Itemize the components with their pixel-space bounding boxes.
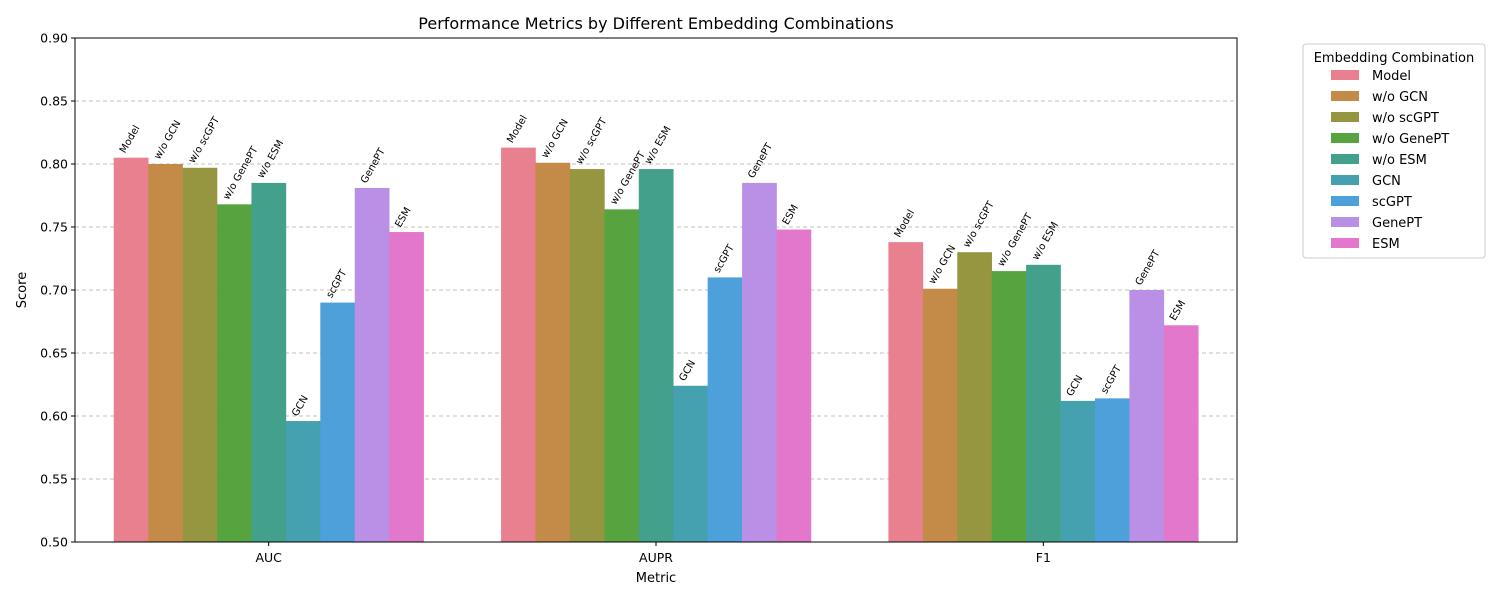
bar-aupr-model bbox=[501, 147, 536, 542]
legend: Embedding Combination Model w/o GCN w/o sc… bbox=[1302, 43, 1486, 259]
legend-label-w-o-gcn: w/o GCN bbox=[1372, 90, 1428, 105]
bars bbox=[113, 147, 1199, 543]
legend-label-gcn: GCN bbox=[1372, 174, 1401, 189]
legend-swatch-scgpt bbox=[1331, 196, 1359, 206]
bar-f1-w-o-genept bbox=[991, 271, 1027, 542]
bar-label: GCN bbox=[678, 359, 699, 384]
y-tick-label: 0.65 bbox=[40, 346, 68, 361]
bar-label: Model bbox=[505, 114, 530, 146]
bar-label: GenePT bbox=[746, 141, 775, 181]
x-tick-label-f1: F1 bbox=[1036, 550, 1051, 565]
legend-label-w-o-scgpt: w/o scGPT bbox=[1372, 111, 1439, 126]
legend-swatch-gcn bbox=[1331, 175, 1359, 185]
legend-items: Model w/o GCN w/o scGPT w/o GenePT w/o ESM GC… bbox=[1331, 69, 1449, 252]
x-tick-label-aupr: AUPR bbox=[639, 550, 673, 565]
legend-swatch-w-o-genept bbox=[1331, 133, 1359, 143]
y-tick-label: 0.70 bbox=[40, 283, 68, 298]
legend-swatch-genept bbox=[1331, 217, 1359, 227]
bar-aupr-w-o-gcn bbox=[535, 162, 571, 543]
bar-label: ESM bbox=[1168, 299, 1188, 323]
bar-label: GCN bbox=[290, 394, 311, 419]
bar-auc-scgpt bbox=[320, 302, 356, 542]
bar-aupr-scgpt bbox=[707, 277, 743, 542]
y-tick-label: 0.80 bbox=[40, 157, 68, 172]
bar-aupr-w-o-scgpt bbox=[569, 169, 605, 543]
bar-label: ESM bbox=[393, 206, 413, 230]
bar-label: w/o scGPT bbox=[187, 114, 223, 165]
y-axis-label: Score bbox=[15, 272, 30, 308]
bar-label: w/o GenePT bbox=[996, 211, 1036, 269]
legend-label-model: Model bbox=[1372, 69, 1411, 84]
bar-auc-gcn bbox=[285, 421, 321, 542]
bar-f1-genept bbox=[1129, 290, 1165, 542]
bar-label: w/o ESM bbox=[256, 138, 287, 180]
bar-label: Model bbox=[893, 208, 918, 240]
bar-f1-model bbox=[888, 242, 924, 542]
y-tick-label: 0.50 bbox=[40, 535, 68, 550]
legend-swatch-model bbox=[1331, 70, 1359, 80]
y-tick-label: 0.90 bbox=[40, 31, 68, 46]
bar-f1-scgpt bbox=[1094, 398, 1130, 542]
y-tick-label: 0.60 bbox=[40, 409, 68, 424]
bar-label: w/o scGPT bbox=[574, 116, 610, 167]
legend-swatch-w-o-gcn bbox=[1331, 91, 1359, 101]
legend-label-genept: GenePT bbox=[1372, 216, 1422, 231]
legend-label-scgpt: scGPT bbox=[1372, 195, 1412, 210]
legend-swatch-esm bbox=[1331, 238, 1359, 248]
bar-aupr-esm bbox=[776, 229, 812, 542]
bar-auc-genept bbox=[354, 187, 390, 542]
bar-label: w/o ESM bbox=[643, 125, 674, 167]
bar-label: GenePT bbox=[359, 146, 388, 186]
bar-aupr-w-o-genept bbox=[604, 209, 640, 543]
bar-aupr-w-o-esm bbox=[638, 169, 674, 543]
bar-label: w/o GCN bbox=[927, 243, 958, 286]
x-axis-ticks: AUC AUPR F1 bbox=[255, 542, 1051, 565]
legend-swatch-w-o-esm bbox=[1331, 154, 1359, 164]
bar-label: w/o scGPT bbox=[962, 199, 998, 250]
bar-f1-w-o-scgpt bbox=[957, 252, 992, 542]
chart-title: Performance Metrics by Different Embeddi… bbox=[418, 14, 893, 33]
bar-auc-esm bbox=[389, 232, 424, 543]
bar-aupr-genept bbox=[742, 182, 777, 542]
bar-label: GenePT bbox=[1134, 248, 1163, 288]
bar-label: scGPT bbox=[1099, 363, 1124, 396]
bar-label: GCN bbox=[1065, 374, 1086, 399]
y-tick-label: 0.55 bbox=[40, 472, 68, 487]
legend-label-esm: ESM bbox=[1372, 237, 1400, 252]
bar-label: Model bbox=[118, 124, 143, 156]
y-tick-label: 0.75 bbox=[40, 220, 68, 235]
legend-swatch-w-o-scgpt bbox=[1331, 112, 1359, 122]
y-axis-ticks: 0.50 0.55 0.60 0.65 0.70 0.75 0.80 0.85 0.90 bbox=[40, 31, 75, 550]
bar-label: ESM bbox=[781, 203, 801, 227]
legend-label-w-o-esm: w/o ESM bbox=[1372, 153, 1427, 168]
x-axis-label: Metric bbox=[636, 571, 676, 586]
bar-auc-w-o-esm bbox=[251, 182, 287, 542]
bar-auc-w-o-genept bbox=[217, 204, 252, 542]
legend-label-w-o-genept: w/o GenePT bbox=[1372, 132, 1449, 147]
bar-label: scGPT bbox=[712, 242, 737, 275]
y-tick-label: 0.85 bbox=[40, 94, 68, 109]
bar-label: w/o GCN bbox=[152, 119, 183, 162]
bar-label: scGPT bbox=[325, 267, 350, 300]
x-tick-label-auc: AUC bbox=[255, 550, 282, 565]
legend-title: Embedding Combination bbox=[1314, 51, 1475, 66]
bar-auc-w-o-scgpt bbox=[182, 167, 218, 542]
bar-f1-w-o-gcn bbox=[922, 288, 958, 542]
bar-f1-gcn bbox=[1060, 400, 1096, 542]
bar-auc-w-o-gcn bbox=[148, 164, 183, 542]
bar-auc-model bbox=[113, 157, 149, 542]
bar-label: w/o GCN bbox=[540, 117, 571, 160]
bar-f1-w-o-esm bbox=[1026, 264, 1061, 542]
bar-f1-esm bbox=[1163, 325, 1199, 542]
bar-aupr-gcn bbox=[673, 385, 708, 542]
